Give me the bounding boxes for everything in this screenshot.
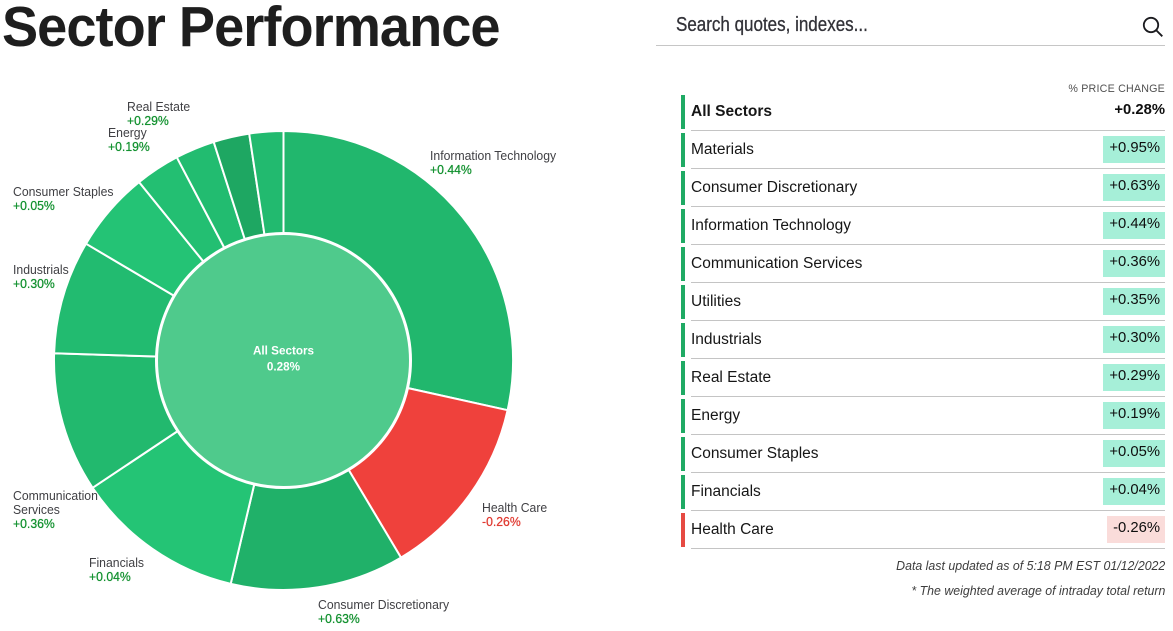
- svg-text:0.28%: 0.28%: [267, 360, 301, 373]
- svg-text:All Sectors: All Sectors: [253, 344, 315, 357]
